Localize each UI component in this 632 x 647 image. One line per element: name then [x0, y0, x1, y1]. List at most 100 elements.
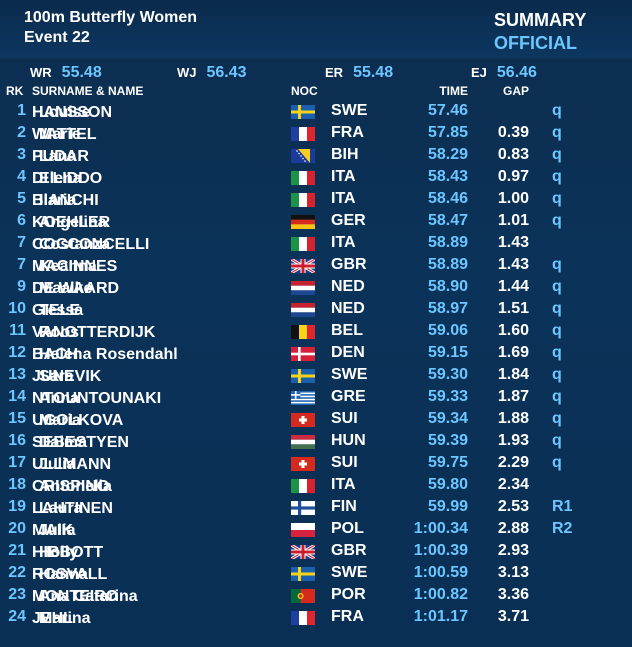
- gap-cell: 1.69: [497, 344, 529, 361]
- time-cell: 58.89: [427, 234, 468, 251]
- gap-cell: 1.88: [497, 410, 529, 427]
- noc-cell: FRA: [331, 608, 364, 625]
- athlete-surname: MONTEIRO: [32, 588, 119, 605]
- athlete-surname: DE WAARD: [32, 280, 120, 297]
- status-label: OFFICIAL: [494, 33, 577, 53]
- gap-cell: 2.93: [497, 542, 529, 559]
- athlete-first-name: Costanza: [39, 236, 111, 253]
- time-cell: 58.46: [427, 190, 468, 207]
- athlete-surname: HANSSON: [32, 104, 113, 121]
- qualification-cell: R1: [552, 498, 573, 515]
- noc-cell: ITA: [331, 476, 356, 493]
- athlete-surname: DI LIDDO: [32, 170, 103, 187]
- record-value: 55.48: [353, 64, 394, 81]
- table-row: 15 UGOLKOVA Maria SUI 59.34 1.88 q: [0, 408, 632, 430]
- event-title: 100m Butterfly Women: [24, 9, 198, 26]
- athlete-first-name: Maria: [39, 412, 81, 429]
- gap-cell: 1.84: [497, 366, 529, 383]
- athlete-first-name: Tessa: [39, 302, 84, 319]
- time-cell: 59.34: [427, 410, 468, 427]
- flag-france-icon: [291, 611, 315, 625]
- flag-greece-icon: [291, 391, 315, 405]
- athlete-surname: COCCONCELLI: [32, 236, 150, 253]
- rank-cell: 4: [17, 168, 26, 185]
- time-cell: 59.75: [427, 454, 468, 471]
- athlete-surname: PUDAR: [32, 148, 89, 165]
- athlete-surname: UGOLKOVA: [32, 412, 124, 429]
- rank-cell: 18: [8, 476, 26, 493]
- flag-italy-icon: [291, 171, 315, 185]
- athlete-first-name: Anna: [39, 390, 79, 407]
- athlete-first-name: Sara: [39, 368, 74, 385]
- qualification-cell: q: [552, 454, 562, 471]
- table-row: 19 LAHTINEN Laura FIN 59.99 2.53 R1: [0, 496, 632, 518]
- athlete-surname: NTOUNTOUNAKI: [32, 390, 162, 407]
- athlete-first-name: Hanna: [39, 566, 88, 583]
- gap-cell: 1.87: [497, 388, 529, 405]
- athlete-surname: LAHTINEN: [32, 500, 113, 517]
- qualification-cell: q: [552, 212, 562, 229]
- gap-cell: 1.44: [497, 278, 529, 295]
- table-row: 18 CRISPINO Antonella ITA 59.80 2.34: [0, 474, 632, 496]
- flag-sweden-icon: [291, 567, 315, 581]
- rank-cell: 11: [9, 322, 26, 339]
- rank-cell: 24: [8, 608, 26, 625]
- noc-cell: ITA: [331, 190, 356, 207]
- qualification-cell: q: [552, 146, 562, 163]
- time-cell: 1:00.39: [413, 542, 468, 559]
- noc-cell: BEL: [331, 322, 363, 339]
- athlete-first-name: Roos: [39, 324, 79, 341]
- athlete-first-name: Lana: [39, 148, 77, 165]
- rank-cell: 10: [8, 300, 26, 317]
- time-cell: 57.46: [427, 102, 468, 119]
- event-number: Event 22: [24, 29, 90, 46]
- time-cell: 1:00.34: [413, 520, 468, 537]
- column-header-rk: RK: [6, 84, 24, 98]
- qualification-cell: R2: [552, 520, 573, 537]
- gap-cell: 1.60: [497, 322, 529, 339]
- noc-cell: POL: [331, 520, 364, 537]
- noc-cell: POR: [331, 586, 366, 603]
- record-label: WJ: [177, 65, 197, 80]
- flag-netherlands-icon: [291, 281, 315, 295]
- column-header-noc: NOC: [291, 84, 318, 98]
- gap-cell: 1.43: [497, 234, 529, 251]
- athlete-surname: BIANCHI: [32, 192, 99, 209]
- noc-cell: SUI: [331, 410, 358, 427]
- gap-cell: 3.13: [497, 564, 529, 581]
- table-row: 3 PUDAR Lana BIH 58.29 0.83 q: [0, 144, 632, 166]
- athlete-first-name: Ana Catarina: [39, 588, 138, 605]
- noc-cell: GBR: [331, 542, 367, 559]
- athlete-surname: JEHL: [32, 610, 73, 627]
- flag-uk-icon: [291, 259, 315, 273]
- gap-cell: 2.34: [497, 476, 529, 493]
- record-label: ER: [325, 65, 344, 80]
- time-cell: 1:00.82: [413, 586, 468, 603]
- athlete-surname: GIELE: [32, 302, 81, 319]
- record-wj: WJ 56.43: [177, 64, 247, 82]
- flag-sweden-icon: [291, 369, 315, 383]
- header-bar: 100m Butterfly Women Event 22 SUMMARY OF…: [0, 0, 632, 58]
- flag-finland-icon: [291, 501, 315, 515]
- athlete-surname: MACINNES: [32, 258, 118, 275]
- gap-cell: 1.43: [497, 256, 529, 273]
- flag-uk-icon: [291, 545, 315, 559]
- athlete-first-name: Maaike: [39, 280, 93, 297]
- gap-cell: 2.53: [497, 498, 529, 515]
- record-value: 55.48: [61, 64, 102, 81]
- gap-cell: 1.01: [497, 212, 529, 229]
- gap-cell: 3.36: [497, 586, 529, 603]
- records-row: WR 55.48 WJ 56.43 ER 55.48 EJ 56.46: [0, 64, 632, 84]
- record-value: 56.46: [496, 64, 537, 81]
- flag-hungary-icon: [291, 435, 315, 449]
- athlete-first-name: Keanna: [39, 258, 97, 275]
- athlete-first-name: Louise: [39, 104, 91, 121]
- athlete-first-name: Ilaria: [39, 192, 77, 209]
- athlete-surname: BACH: [32, 346, 79, 363]
- rank-cell: 9: [17, 278, 26, 295]
- athlete-first-name: Julia: [39, 456, 76, 473]
- table-row: 9 DE WAARD Maaike NED 58.90 1.44 q: [0, 276, 632, 298]
- time-cell: 59.99: [427, 498, 468, 515]
- qualification-cell: q: [552, 102, 562, 119]
- column-header-row: RK SURNAME & NAME NOC TIME GAP: [0, 84, 632, 100]
